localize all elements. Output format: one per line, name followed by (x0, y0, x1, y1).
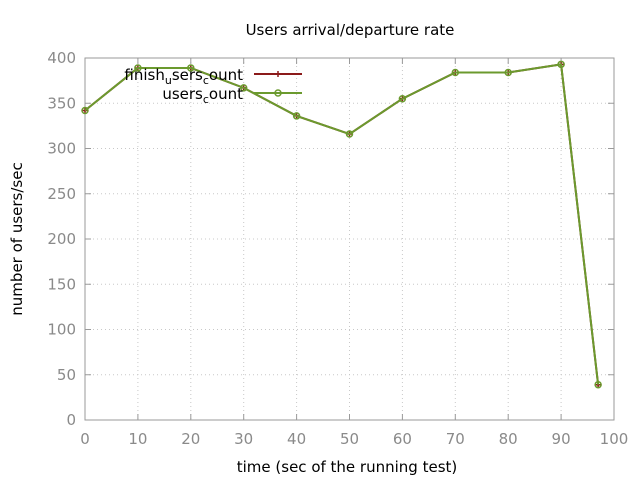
x-tick-label: 60 (393, 430, 412, 448)
y-tick-label: 100 (47, 321, 76, 339)
data-point (594, 380, 602, 389)
y-tick-label: 350 (47, 94, 76, 112)
data-point (134, 64, 142, 72)
data-point (292, 112, 301, 120)
data-point (345, 130, 354, 138)
x-tick-label: 30 (234, 430, 253, 448)
data-point (451, 68, 460, 77)
legend-label-finish-users-count: finishuserscount (124, 66, 243, 87)
y-tick-label: 400 (47, 49, 76, 67)
data-point (557, 60, 565, 69)
series-line (84, 63, 600, 385)
x-tick-label: 40 (287, 430, 306, 448)
legend-label-users-count: userscount (162, 85, 243, 106)
x-tick-label: 50 (340, 430, 359, 448)
y-tick-label: 300 (47, 140, 76, 158)
data-point (81, 106, 89, 115)
y-tick-label: 200 (47, 230, 76, 248)
series-1 (81, 60, 602, 389)
series-layer (81, 60, 602, 389)
y-tick-label: 50 (57, 366, 76, 384)
x-tick-label: 10 (128, 430, 147, 448)
series-0 (82, 61, 602, 388)
y-axis-label: number of users/sec (8, 162, 26, 315)
data-point (504, 68, 512, 77)
x-tick-label: 20 (181, 430, 200, 448)
data-point (398, 94, 407, 103)
data-point (187, 64, 195, 72)
legend-marker-plus (275, 71, 281, 77)
x-tick-label: 80 (499, 430, 518, 448)
series-line (84, 63, 600, 385)
x-axis-label: time (sec of the running test) (237, 458, 458, 476)
x-tick-label: 100 (600, 430, 629, 448)
grid (85, 58, 614, 420)
legend-marker-circle (274, 89, 282, 97)
x-tick-label: 0 (80, 430, 90, 448)
chart-title: Users arrival/departure rate (246, 21, 455, 39)
axis-ticks: 0 10 20 30 40 50 60 70 80 90 100 0 50 100 150 200 250 300… (47, 49, 628, 448)
x-tick-label: 90 (552, 430, 571, 448)
legend: finishuserscount userscount (124, 66, 302, 106)
y-tick-label: 0 (66, 411, 76, 429)
data-point (239, 84, 248, 92)
y-tick-label: 150 (47, 275, 76, 293)
y-tick-label: 250 (47, 185, 76, 203)
x-tick-label: 70 (446, 430, 465, 448)
